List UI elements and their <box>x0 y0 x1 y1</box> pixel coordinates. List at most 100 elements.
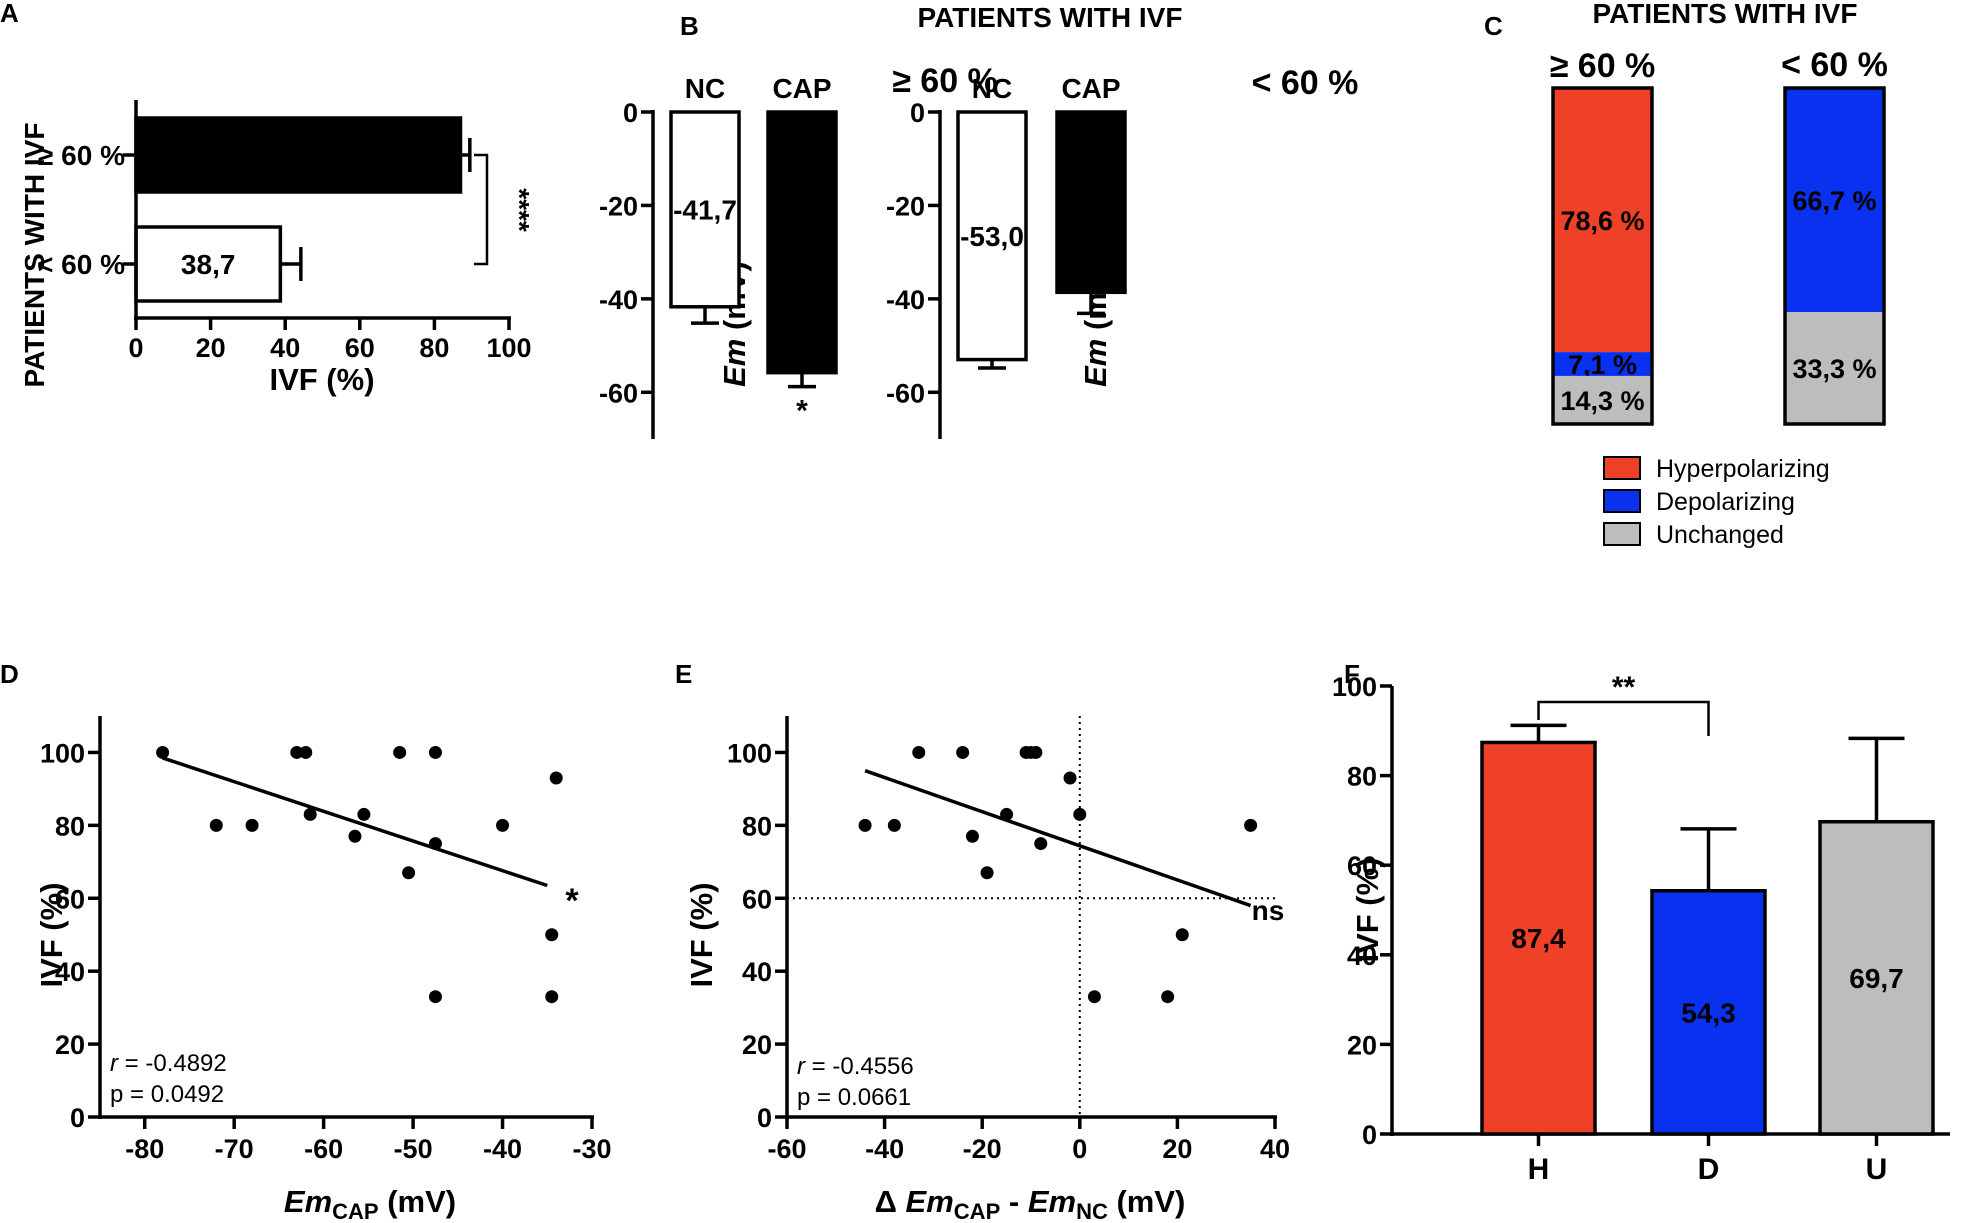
category-label-1: CAP <box>772 73 831 104</box>
data-point-3 <box>290 745 304 759</box>
data-point-5 <box>303 807 317 821</box>
panel-e-xlabel-sub1: CAP <box>954 1199 1000 1223</box>
y-tick-label-4: 80 <box>742 811 772 841</box>
data-point-11 <box>1063 771 1077 785</box>
bar-1 <box>1055 110 1127 295</box>
x-tick-label-1: -40 <box>865 1134 904 1164</box>
panel-d-stat-r: r = -0.4892 <box>110 1050 227 1077</box>
panel-d-xlabel-em: Em <box>284 1184 332 1219</box>
significance-label: **** <box>504 188 535 232</box>
significance-label: ns <box>1252 895 1285 926</box>
panel-e-xlabel-mid: - <box>1000 1184 1028 1219</box>
x-tick-label-2: -60 <box>304 1134 343 1164</box>
x-tick-label-0: -60 <box>767 1134 806 1164</box>
panel-d-stat-r-value: = -0.4892 <box>118 1050 227 1077</box>
panel-e-xlabel-em1: Em <box>906 1184 954 1219</box>
x-tick-label-1: 20 <box>196 333 226 363</box>
significance-bracket <box>474 153 489 266</box>
bar-value-label-1: 54,3 <box>1681 997 1736 1028</box>
panel-a-letter: A <box>0 0 19 28</box>
data-point-15 <box>1175 928 1189 942</box>
panel-f-plot: 0 20 40 60 80 100 87,4 H 54,3 D 69,7 U ** <box>1332 671 1950 1186</box>
bar-value-label-0: 87,4 <box>1511 923 1566 954</box>
y-tick-label-5: 100 <box>40 738 85 768</box>
bar-0 <box>1480 740 1597 1136</box>
panel-e-ylabel: IVF (%) <box>684 882 719 987</box>
panel-b-ylabel-em: Em <box>717 339 752 387</box>
panel-b-sub1-plot: 0 -20 -40 -60 NC -41,7 CAP -55,8 * <box>599 73 838 439</box>
data-point-7 <box>357 807 371 821</box>
y-tick-label-3: -60 <box>599 378 638 408</box>
bar-value-label-1: -38,6 <box>1059 187 1123 218</box>
panel-f-ylabel: IVF (%) <box>1350 857 1385 962</box>
y-tick-label-0: ≥ 60 % <box>38 140 125 171</box>
segment-0-2 <box>1553 375 1652 424</box>
y-tick-label-2: 40 <box>742 957 772 987</box>
y-tick-label-0: 0 <box>757 1103 772 1133</box>
data-point-13 <box>496 818 510 832</box>
data-point-6 <box>348 829 362 843</box>
panel-b-sub2-title: < 60 % <box>1252 64 1359 102</box>
bar-category-label-0: ≥ 60 % <box>1550 47 1656 85</box>
y-tick-label-2: 40 <box>55 957 85 987</box>
panel-b-letter: B <box>680 11 699 41</box>
y-tick-label-0: 0 <box>623 98 638 128</box>
data-point-4 <box>965 829 979 843</box>
bar-category-label-1: < 60 % <box>1781 46 1888 84</box>
panel-e-xlabel: Δ EmCAP - EmNC (mV) <box>875 1184 1186 1223</box>
bar-value-label-2: 69,7 <box>1849 963 1904 994</box>
x-tick-label-2: 40 <box>270 333 300 363</box>
y-tick-label-0: 0 <box>910 98 925 128</box>
bar-0 <box>956 110 1028 362</box>
bar-1 <box>1650 888 1767 1136</box>
x-tick-label-3: -50 <box>394 1134 433 1164</box>
panel-c-plot: 78,6 % 7,1 % 14,3 % ≥ 60 % 66,7 % 33,3 % < 60 … <box>1550 46 1888 426</box>
significance-bracket <box>1537 700 1710 736</box>
panel-b: B PATIENTS WITH IVF ≥ 60 % < 60 % Em (mV… <box>599 2 1358 439</box>
significance-label: * <box>565 882 579 920</box>
data-point-5 <box>980 866 994 880</box>
panel-b-sub1-title: ≥ 60 % <box>892 62 998 100</box>
y-tick-label-3: 60 <box>55 884 85 914</box>
y-tick-label-4: 80 <box>1347 762 1377 792</box>
panel-e-letter: E <box>675 659 692 689</box>
legend-swatch-2 <box>1603 522 1641 546</box>
panel-c: C PATIENTS WITH IVF 78,6 % 7,1 % 14,3 % ≥ 6… <box>1484 0 1888 549</box>
data-point-11 <box>428 837 442 851</box>
panel-a-ylabel: PATIENTS WITH IVF <box>19 123 50 388</box>
segment-label-1-1: 66,7 % <box>1792 186 1876 216</box>
y-tick-label-0: 0 <box>70 1103 85 1133</box>
y-tick-label-0: 0 <box>1362 1120 1377 1150</box>
panel-d-stat-p: p = 0.0492 <box>110 1081 224 1108</box>
data-point-16 <box>1244 818 1258 832</box>
panel-f: F IVF (%) 0 20 40 60 80 100 87,4 H 54,3 D 69,7 U ** <box>1332 659 1950 1186</box>
y-tick-label-4: 80 <box>55 811 85 841</box>
segment-1-2 <box>1785 312 1884 424</box>
data-point-2 <box>912 745 926 759</box>
data-point-2 <box>245 818 259 832</box>
panel-d-xlabel-unit: (mV) <box>379 1184 457 1219</box>
data-point-9 <box>1029 745 1043 759</box>
regression-line <box>162 756 548 888</box>
segment-0-0 <box>1553 88 1652 353</box>
panel-c-legend: Hyperpolarizing Depolarizing Unchanged <box>1603 455 1830 549</box>
panel-d: D IVF (%) EmCAP (mV) r = -0.4892 p = 0.0… <box>0 659 612 1223</box>
y-tick-label-1: -20 <box>599 191 638 221</box>
bar-value-label-0: -53,0 <box>960 221 1024 252</box>
data-point-4 <box>299 745 313 759</box>
x-axis-label: IVF (%) <box>269 362 374 397</box>
data-point-1 <box>209 818 223 832</box>
y-tick-label-1: < 60 % <box>37 249 125 280</box>
data-point-1 <box>887 818 901 832</box>
panel-e-stat-r-value: = -0.4556 <box>805 1053 914 1080</box>
panel-f-letter: F <box>1344 659 1360 689</box>
legend-swatch-1 <box>1603 489 1641 513</box>
category-label-0: NC <box>685 73 725 104</box>
x-tick-label-0: -80 <box>125 1134 164 1164</box>
x-tick-label-1: D <box>1698 1153 1720 1186</box>
regression-line <box>864 769 1252 908</box>
panel-e-xlabel-sub2: NC <box>1076 1199 1108 1223</box>
y-tick-label-3: -60 <box>886 378 925 408</box>
segment-0-1 <box>1553 352 1652 376</box>
